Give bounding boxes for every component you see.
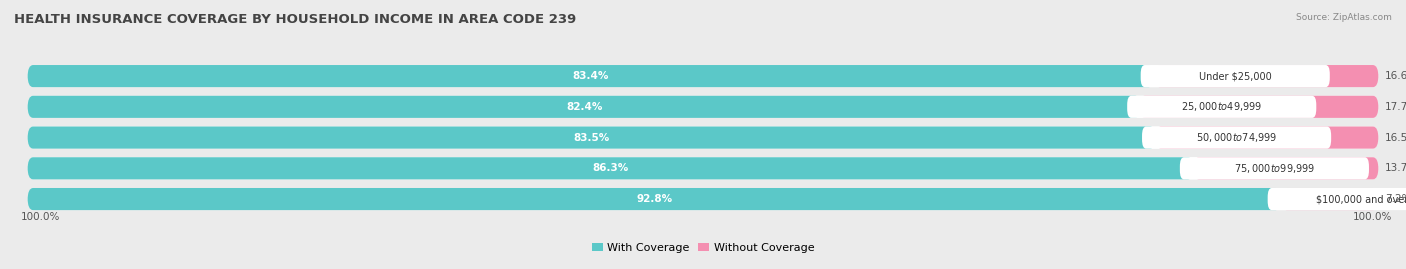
- FancyBboxPatch shape: [1268, 188, 1406, 210]
- Text: $100,000 and over: $100,000 and over: [1316, 194, 1406, 204]
- Text: $75,000 to $99,999: $75,000 to $99,999: [1234, 162, 1315, 175]
- FancyBboxPatch shape: [28, 96, 1140, 118]
- FancyBboxPatch shape: [1142, 126, 1331, 149]
- FancyBboxPatch shape: [28, 157, 1194, 179]
- Text: 16.6%: 16.6%: [1385, 71, 1406, 81]
- FancyBboxPatch shape: [1140, 65, 1330, 87]
- Text: HEALTH INSURANCE COVERAGE BY HOUSEHOLD INCOME IN AREA CODE 239: HEALTH INSURANCE COVERAGE BY HOUSEHOLD I…: [14, 13, 576, 26]
- Text: 82.4%: 82.4%: [567, 102, 602, 112]
- Text: 100.0%: 100.0%: [21, 212, 60, 222]
- Legend: With Coverage, Without Coverage: With Coverage, Without Coverage: [592, 243, 814, 253]
- Text: $50,000 to $74,999: $50,000 to $74,999: [1197, 131, 1277, 144]
- Text: 83.4%: 83.4%: [572, 71, 609, 81]
- FancyBboxPatch shape: [28, 126, 1156, 149]
- FancyBboxPatch shape: [1156, 126, 1378, 149]
- Text: Source: ZipAtlas.com: Source: ZipAtlas.com: [1296, 13, 1392, 22]
- Text: 7.2%: 7.2%: [1385, 194, 1406, 204]
- Text: $25,000 to $49,999: $25,000 to $49,999: [1181, 100, 1263, 113]
- Text: 13.7%: 13.7%: [1385, 163, 1406, 173]
- FancyBboxPatch shape: [1194, 157, 1378, 179]
- Text: 16.5%: 16.5%: [1385, 133, 1406, 143]
- FancyBboxPatch shape: [1139, 96, 1378, 118]
- FancyBboxPatch shape: [1281, 188, 1378, 210]
- FancyBboxPatch shape: [1180, 157, 1369, 179]
- FancyBboxPatch shape: [28, 65, 1378, 87]
- Text: 17.7%: 17.7%: [1385, 102, 1406, 112]
- FancyBboxPatch shape: [28, 96, 1378, 118]
- FancyBboxPatch shape: [1154, 65, 1378, 87]
- FancyBboxPatch shape: [28, 126, 1378, 149]
- Text: 100.0%: 100.0%: [1353, 212, 1392, 222]
- Text: Under $25,000: Under $25,000: [1199, 71, 1271, 81]
- FancyBboxPatch shape: [28, 188, 1281, 210]
- FancyBboxPatch shape: [28, 65, 1154, 87]
- Text: 92.8%: 92.8%: [637, 194, 672, 204]
- FancyBboxPatch shape: [1128, 96, 1316, 118]
- Text: 86.3%: 86.3%: [592, 163, 628, 173]
- FancyBboxPatch shape: [28, 157, 1378, 179]
- FancyBboxPatch shape: [28, 188, 1378, 210]
- Text: 83.5%: 83.5%: [574, 133, 610, 143]
